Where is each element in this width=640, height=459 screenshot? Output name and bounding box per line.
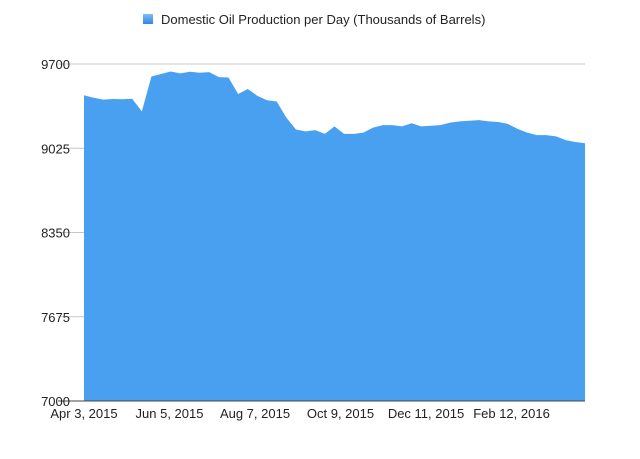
y-axis: 7000 7675 8350 9025 9700 bbox=[41, 57, 70, 409]
x-tick-label: Oct 9, 2015 bbox=[307, 406, 374, 421]
x-tick-label: Aug 7, 2015 bbox=[220, 406, 290, 421]
area-fill bbox=[84, 71, 585, 402]
legend-label: Domestic Oil Production per Day (Thousan… bbox=[161, 12, 485, 27]
y-tick-label: 7675 bbox=[41, 310, 70, 325]
x-tick-label: Feb 12, 2016 bbox=[473, 406, 550, 421]
x-tick-label: Jun 5, 2015 bbox=[136, 406, 204, 421]
legend-swatch bbox=[143, 14, 153, 24]
x-tick-label: Dec 11, 2015 bbox=[388, 406, 464, 421]
x-axis: Apr 3, 2015 Jun 5, 2015 Aug 7, 2015 Oct 9, … bbox=[50, 406, 549, 421]
y-tick-label: 9025 bbox=[41, 141, 70, 156]
y-tick-label: 8350 bbox=[41, 226, 70, 241]
y-tick-label: 7000 bbox=[41, 394, 70, 409]
series-area bbox=[58, 71, 585, 402]
x-tick-label: Apr 3, 2015 bbox=[50, 406, 117, 421]
y-tick-label: 9700 bbox=[41, 57, 70, 72]
legend: Domestic Oil Production per Day (Thousan… bbox=[143, 12, 485, 27]
